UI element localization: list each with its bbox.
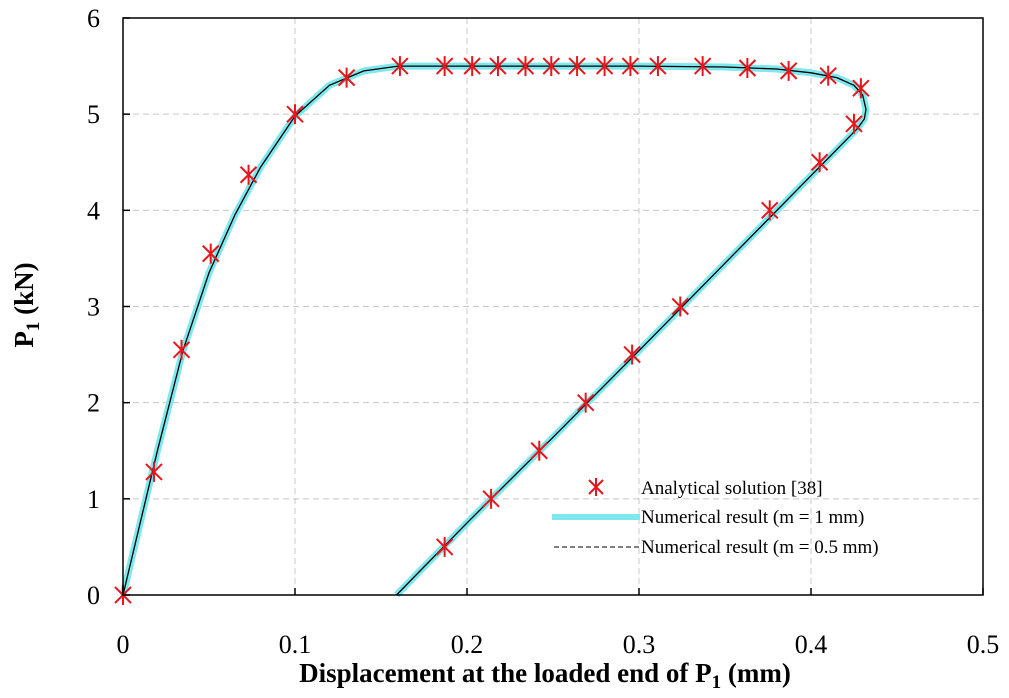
analytical-point: [542, 56, 560, 77]
y-tick-label: 1: [87, 485, 100, 514]
analytical-point: [202, 243, 220, 264]
legend: Analytical solution [38] Numerical resul…: [552, 478, 879, 558]
series-line-numerical-0-5mm: [122, 65, 867, 596]
x-axis-title: Displacement at the loaded end of P1 (mm…: [299, 658, 791, 693]
y-tick-label: 3: [87, 293, 100, 322]
analytical-point: [845, 113, 863, 134]
analytical-point: [286, 104, 304, 125]
x-tick-label: 0.3: [623, 630, 656, 659]
gridlines: [123, 18, 983, 595]
analytical-point: [649, 56, 667, 77]
y-tick-label: 6: [87, 4, 100, 33]
analytical-point: [239, 164, 258, 185]
analytical-point: [621, 56, 640, 77]
analytical-point: [576, 392, 595, 413]
x-tick-label: 0.5: [967, 630, 1000, 659]
analytical-point: [568, 56, 586, 77]
analytical-point: [489, 56, 507, 77]
x-tick-label: 0.2: [451, 630, 484, 659]
analytical-point: [172, 339, 191, 360]
analytical-point: [738, 58, 757, 79]
series-layer: [114, 56, 870, 605]
analytical-point: [516, 56, 535, 77]
analytical-point: [761, 200, 779, 221]
legend-label-numerical-0-5mm: Numerical result (m = 0.5 mm): [641, 537, 879, 558]
legend-marker-analytical: [588, 478, 604, 496]
analytical-point: [145, 461, 163, 482]
analytical-point: [595, 56, 614, 77]
analytical-point: [623, 344, 641, 365]
analytical-point: [482, 488, 500, 509]
analytical-point: [819, 65, 837, 86]
y-tick-label: 4: [87, 196, 100, 225]
analytical-point: [530, 440, 548, 461]
x-tick-label: 0.4: [795, 630, 828, 659]
analytical-point: [671, 296, 689, 317]
y-tick-label: 2: [87, 389, 100, 418]
legend-label-analytical: Analytical solution [38]: [641, 478, 823, 499]
x-tick-label: 0.1: [279, 630, 312, 659]
analytical-point: [810, 152, 829, 173]
x-tick-label: 0: [117, 630, 130, 659]
y-tick-label: 0: [87, 581, 100, 610]
y-axis-title: P1 (kN): [9, 262, 44, 347]
analytical-point: [693, 56, 712, 77]
legend-label-numerical-1mm: Numerical result (m = 1 mm): [641, 507, 864, 528]
axis-ticks: 0 0.1 0.2 0.3 0.4 0.5 0 1 2 3 4 5 6: [87, 4, 999, 659]
analytical-point: [435, 536, 454, 557]
analytical-point: [435, 56, 454, 77]
analytical-point: [463, 56, 481, 77]
y-tick-label: 5: [87, 100, 100, 129]
analytical-point: [779, 60, 798, 81]
analytical-point: [852, 78, 870, 99]
analytical-point: [391, 56, 409, 77]
analytical-point: [337, 67, 356, 88]
